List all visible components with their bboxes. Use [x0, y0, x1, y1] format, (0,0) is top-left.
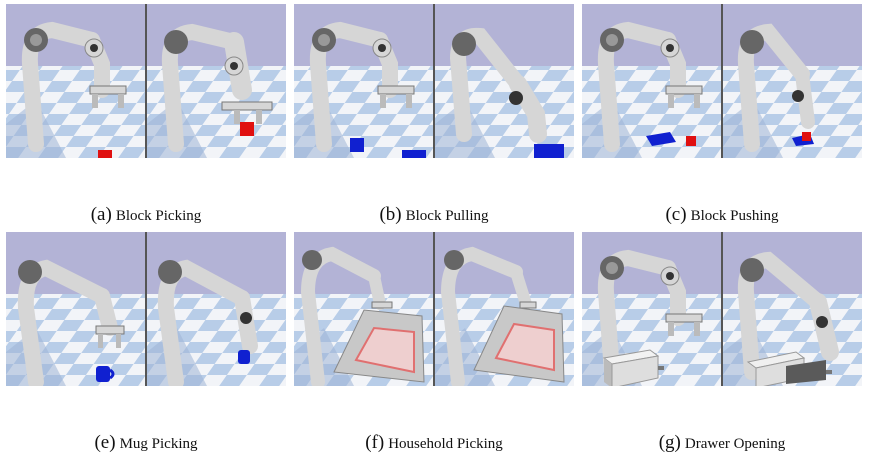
caption-e: (e) Mug Picking — [94, 432, 198, 453]
panel-mug-picking — [6, 232, 286, 386]
red-block — [98, 150, 112, 158]
block-pushing-scene — [582, 4, 862, 158]
blue-mug-grasped — [238, 350, 250, 364]
block-pulling-scene — [294, 4, 574, 158]
caption-a: (a) Block Picking — [90, 204, 202, 225]
panel-block-picking — [6, 4, 286, 158]
blue-block-small — [350, 138, 364, 152]
tray-left — [333, 309, 425, 383]
red-block-right — [802, 132, 811, 141]
drawer-open — [746, 351, 832, 386]
drawer-opening-scene — [582, 232, 862, 386]
tray-right — [473, 305, 565, 383]
drawer-closed — [602, 349, 664, 386]
caption-f: (f) Household Picking — [365, 432, 503, 453]
panel-household-picking — [294, 232, 574, 386]
blue-mug-handle — [109, 368, 115, 380]
caption-c: (c) Block Pushing — [665, 204, 779, 225]
mug-picking-scene — [6, 232, 286, 386]
blue-block-large — [402, 150, 426, 158]
block-picking-scene — [6, 4, 286, 158]
panel-block-pulling — [294, 4, 574, 158]
red-block-grasped — [240, 122, 254, 136]
panel-block-pushing — [582, 4, 862, 158]
caption-g: (g) Drawer Opening — [658, 432, 786, 453]
panel-drawer-opening — [582, 232, 862, 386]
blue-mug — [96, 366, 110, 382]
caption-b: (b) Block Pulling — [379, 204, 489, 225]
blue-blocks-pulled — [534, 144, 564, 158]
blue-target-zone — [646, 132, 676, 146]
red-block — [686, 136, 696, 146]
household-picking-scene — [294, 232, 574, 386]
